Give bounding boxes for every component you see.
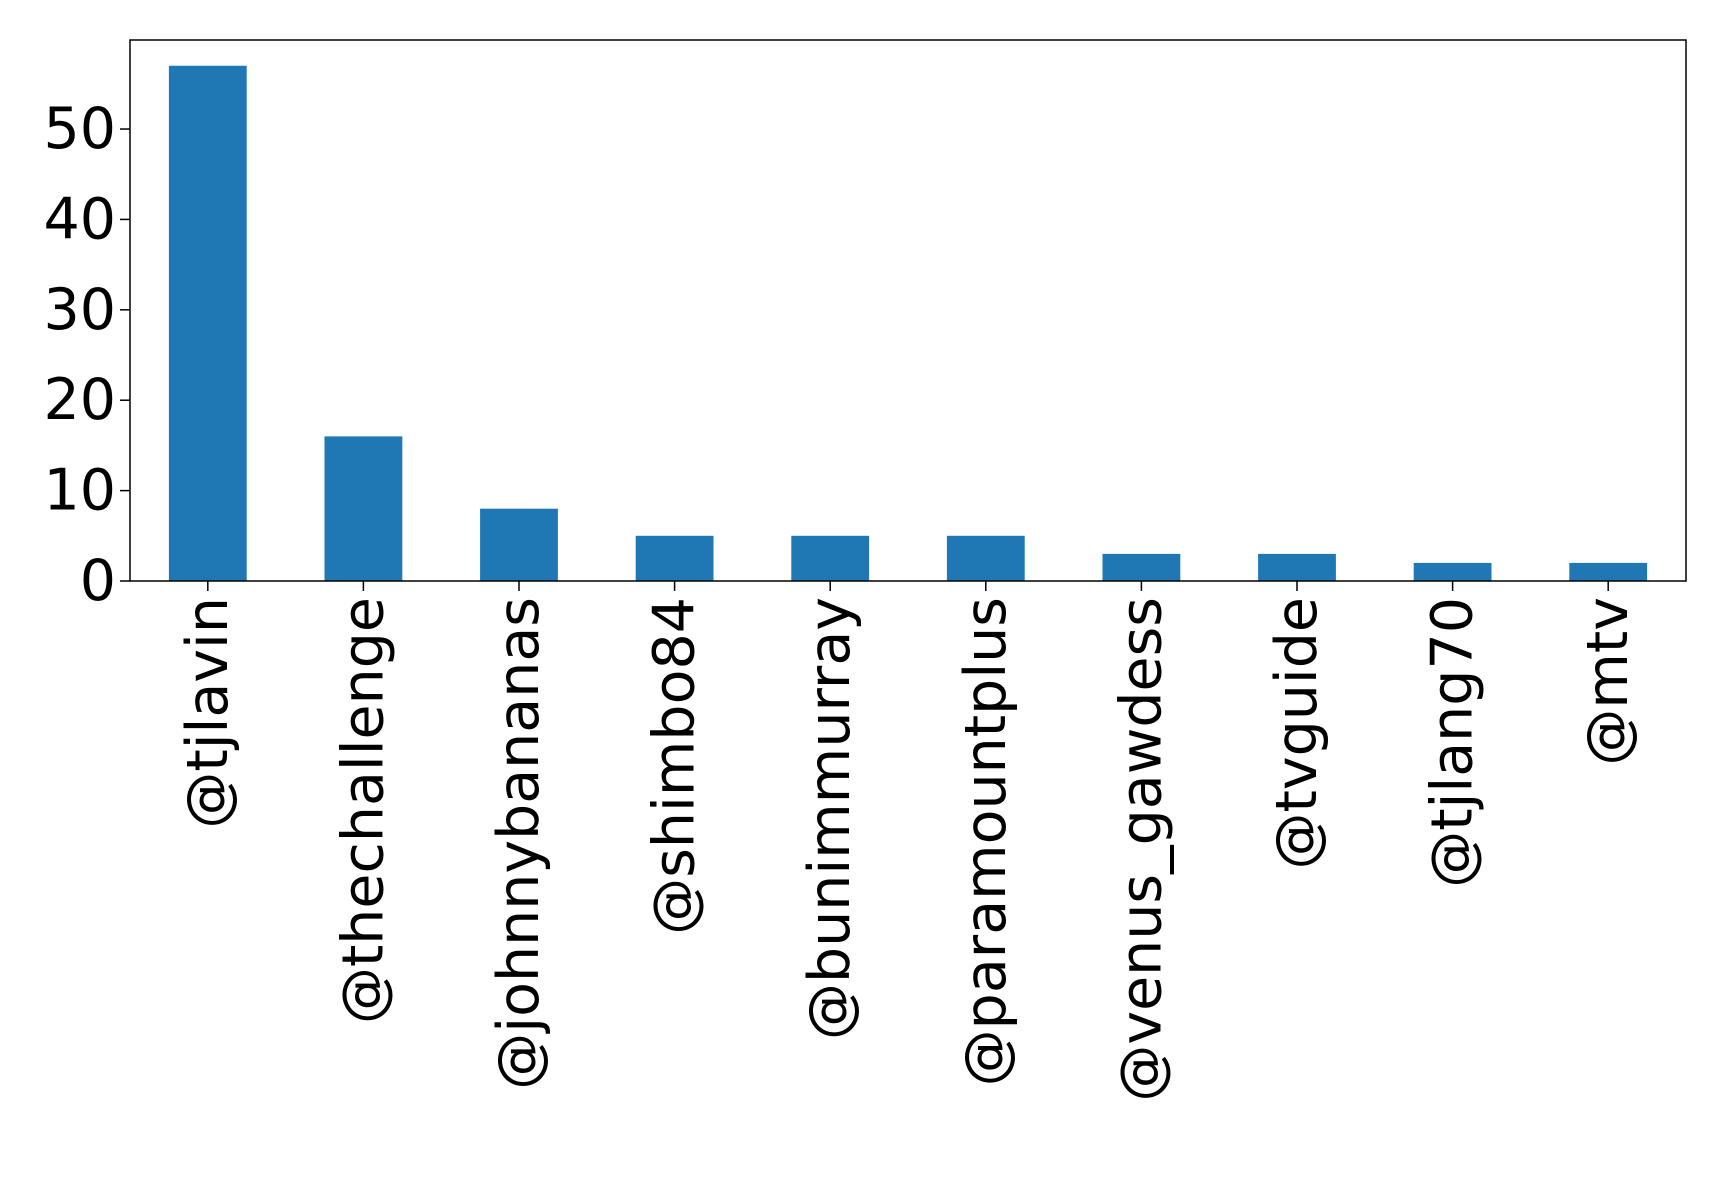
- x-tick-label: @johnnybananas: [486, 597, 552, 1090]
- x-tick-label: @tvguide: [1264, 597, 1330, 869]
- y-tick-label: 50: [43, 96, 116, 162]
- x-tick-label: @bunimmurray: [797, 597, 863, 1040]
- x-axis: @tjlavin @thechallenge @johnnybananas @shim…: [175, 581, 1641, 1102]
- y-tick-label: 40: [43, 186, 116, 252]
- x-tick-label: @paramountplus: [953, 597, 1019, 1086]
- x-tick-label: @thechallenge: [330, 597, 396, 1024]
- bar-tvguide: [1258, 553, 1336, 581]
- bar-thechallenge: [324, 436, 403, 581]
- bar-tjlavin: [168, 65, 247, 581]
- bar-shimbo84: [635, 535, 714, 581]
- y-tick-label: 0: [80, 548, 116, 614]
- bar-johnnybananas: [480, 508, 558, 581]
- bar-paramountplus: [946, 535, 1025, 581]
- y-tick-label: 10: [43, 458, 116, 524]
- plot-frame: [129, 39, 1687, 582]
- x-tick-label: @tjlavin: [175, 597, 241, 829]
- y-axis: 0 10 20 30 40 50: [43, 96, 130, 614]
- x-tick-label: @venus_gawdess: [1108, 597, 1174, 1102]
- bars-layer: [168, 65, 1648, 581]
- y-tick-label: 20: [43, 367, 116, 433]
- bar-bunimmurray: [791, 535, 870, 581]
- bar-venusgawdess: [1102, 553, 1181, 581]
- bar-tjlang70: [1413, 562, 1492, 581]
- x-tick-label: @mtv: [1575, 597, 1641, 766]
- x-tick-label: @tjlang70: [1420, 597, 1486, 888]
- x-tick-label: @shimbo84: [642, 597, 708, 935]
- bar-mtv: [1569, 562, 1648, 581]
- y-tick-label: 30: [43, 277, 116, 343]
